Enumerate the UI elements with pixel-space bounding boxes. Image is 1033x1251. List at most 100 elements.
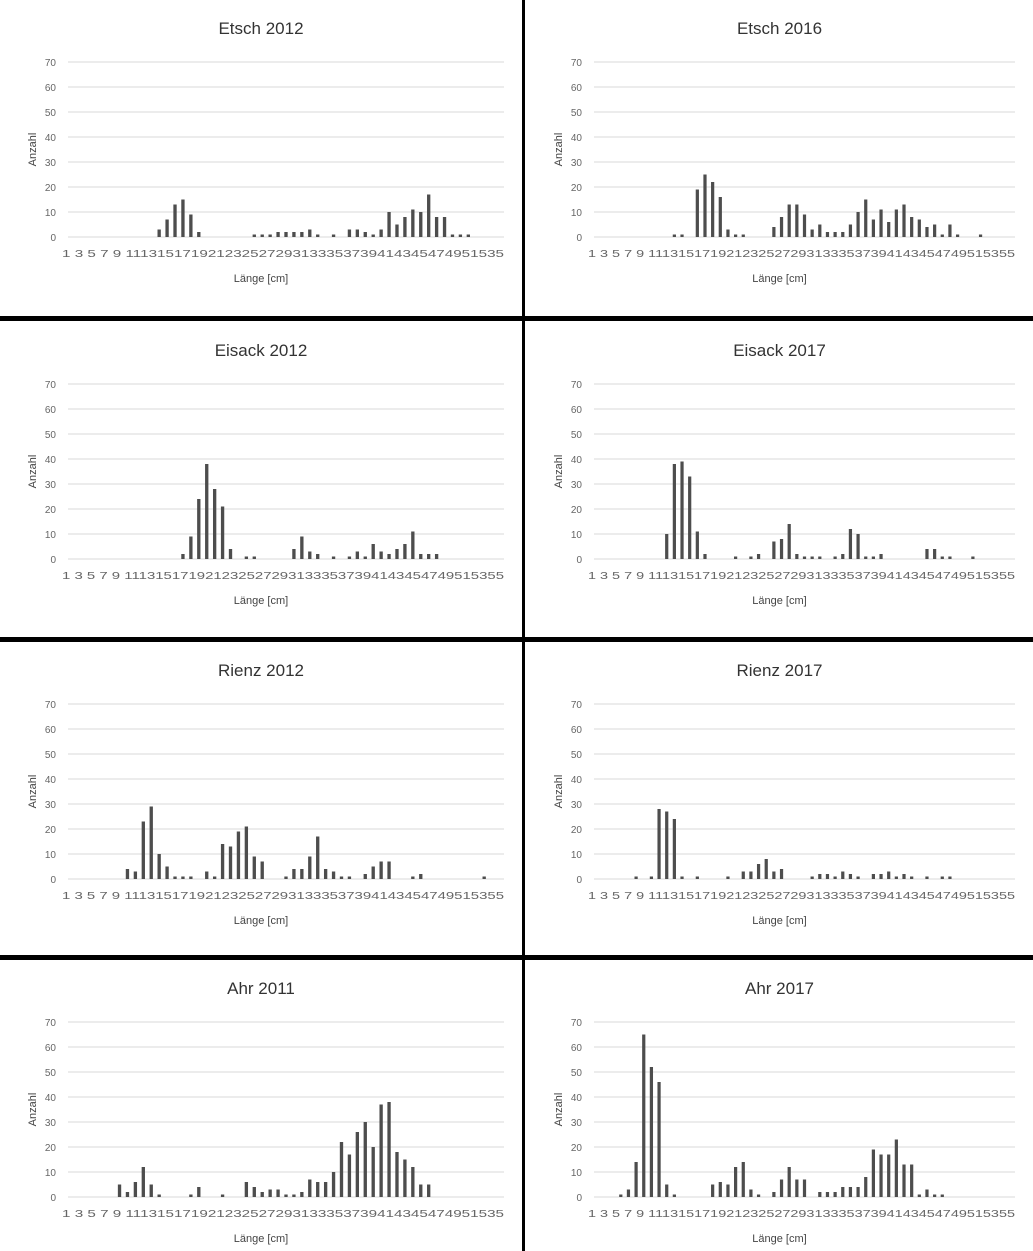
y-tick-label: 70 bbox=[571, 700, 583, 711]
bar bbox=[795, 204, 799, 237]
bar bbox=[787, 1167, 791, 1197]
y-tick-label: 30 bbox=[571, 800, 583, 811]
y-tick-label: 40 bbox=[45, 455, 57, 466]
bar bbox=[925, 227, 929, 237]
bar bbox=[371, 544, 375, 559]
bar bbox=[189, 1194, 193, 1197]
bar bbox=[848, 1187, 853, 1197]
bar bbox=[379, 861, 383, 879]
bar bbox=[634, 876, 638, 879]
y-tick-label: 60 bbox=[45, 725, 57, 736]
bar bbox=[802, 214, 807, 237]
bar bbox=[810, 556, 814, 559]
bar bbox=[649, 1067, 654, 1197]
bar bbox=[718, 1182, 722, 1197]
bar bbox=[948, 876, 952, 879]
bar bbox=[197, 1187, 201, 1197]
bar bbox=[157, 229, 161, 237]
y-tick-label: 30 bbox=[45, 480, 57, 491]
bar bbox=[189, 536, 193, 559]
bar bbox=[276, 1189, 280, 1197]
bar bbox=[910, 1164, 914, 1197]
chart-title: Eisack 2017 bbox=[733, 341, 826, 360]
y-tick-label: 10 bbox=[571, 208, 583, 219]
bar bbox=[802, 556, 807, 559]
bar bbox=[818, 224, 822, 237]
bar bbox=[810, 876, 814, 879]
bar bbox=[157, 1194, 161, 1197]
bar bbox=[833, 556, 837, 559]
bar bbox=[848, 874, 853, 879]
bar bbox=[228, 549, 233, 559]
bar bbox=[189, 876, 193, 879]
bar bbox=[810, 229, 814, 237]
bar bbox=[181, 554, 185, 559]
bar bbox=[316, 554, 320, 559]
y-tick-label: 60 bbox=[571, 83, 583, 94]
bar bbox=[331, 1172, 336, 1197]
y-tick-label: 20 bbox=[45, 1143, 57, 1154]
bar bbox=[818, 1192, 822, 1197]
bar bbox=[387, 554, 391, 559]
bar bbox=[419, 1184, 423, 1197]
y-axis-label: Anzahl bbox=[553, 455, 565, 489]
y-tick-label: 0 bbox=[576, 1193, 582, 1204]
bar bbox=[411, 1167, 415, 1197]
y-tick-label: 20 bbox=[571, 1143, 583, 1154]
bar bbox=[125, 869, 130, 879]
y-tick-label: 30 bbox=[45, 158, 57, 169]
bar bbox=[300, 536, 304, 559]
bar bbox=[284, 1194, 288, 1197]
bar bbox=[764, 859, 768, 879]
bar bbox=[419, 874, 423, 879]
chart-svg: Etsch 2012 0 10 20 30 40 50 60 70 Anzahl 1 3 5 7 9… bbox=[27, 19, 505, 285]
bar bbox=[672, 234, 676, 237]
bar bbox=[434, 554, 439, 559]
bar bbox=[779, 539, 784, 559]
bar bbox=[626, 1189, 631, 1197]
bar bbox=[703, 174, 707, 237]
bar bbox=[695, 189, 699, 237]
chart-panel-rienz-2012: Rienz 2012 0 10 20 30 40 50 60 70 Anzahl 1 3 5 7 9… bbox=[0, 642, 522, 956]
y-tick-label: 40 bbox=[45, 1093, 57, 1104]
chart-svg: Eisack 2012 0 10 20 30 40 50 60 70 Anzahl 1 3 5 7 … bbox=[27, 341, 505, 607]
bar bbox=[940, 556, 944, 559]
bar bbox=[260, 861, 264, 879]
bar bbox=[379, 1104, 383, 1197]
y-tick-label: 60 bbox=[571, 725, 583, 736]
bar bbox=[395, 1152, 399, 1197]
x-tick-labels: 1 3 5 7 9 111315171921232527293133353739… bbox=[588, 249, 1016, 260]
y-tick-label: 30 bbox=[571, 480, 583, 491]
bar bbox=[787, 204, 791, 237]
bar bbox=[825, 874, 830, 879]
bar bbox=[665, 534, 669, 559]
bar bbox=[787, 524, 791, 559]
x-axis-label: Länge [cm] bbox=[752, 273, 806, 285]
bar bbox=[894, 876, 898, 879]
bar bbox=[887, 871, 891, 879]
y-tick-label: 60 bbox=[45, 405, 57, 416]
bar bbox=[323, 1182, 328, 1197]
bar bbox=[933, 549, 937, 559]
bar bbox=[434, 217, 439, 237]
bar bbox=[205, 464, 209, 559]
bar bbox=[734, 1167, 738, 1197]
bar bbox=[741, 1162, 745, 1197]
bar bbox=[619, 1194, 623, 1197]
bar bbox=[887, 222, 891, 237]
bar bbox=[649, 876, 654, 879]
bar bbox=[252, 856, 256, 879]
bar bbox=[427, 194, 431, 237]
bar bbox=[672, 1194, 676, 1197]
bar bbox=[260, 234, 264, 237]
x-axis-label: Länge [cm] bbox=[752, 595, 806, 607]
chart-panel-etsch-2016: Etsch 2016 0 10 20 30 40 50 60 70 Anzahl 1 3 5 7 9… bbox=[526, 0, 1033, 317]
bar bbox=[157, 854, 161, 879]
bar bbox=[244, 556, 249, 559]
bar bbox=[948, 556, 952, 559]
bar bbox=[695, 876, 699, 879]
chart-panel-rienz-2017: Rienz 2017 0 10 20 30 40 50 60 70 Anzahl 1 3 5 7 9… bbox=[526, 642, 1033, 956]
y-tick-label: 30 bbox=[571, 158, 583, 169]
bar bbox=[276, 232, 280, 237]
y-tick-label: 10 bbox=[45, 530, 57, 541]
